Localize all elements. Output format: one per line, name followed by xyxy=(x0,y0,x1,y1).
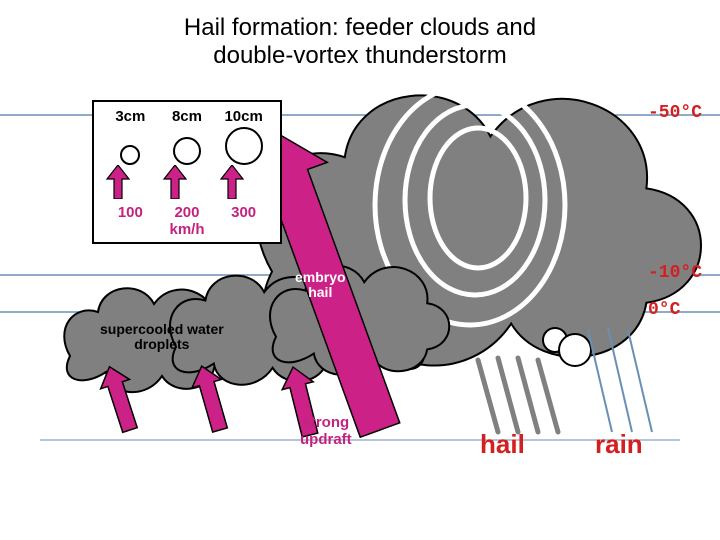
hail-streak xyxy=(538,360,558,432)
label-strong-updraft: strong updraft xyxy=(300,415,352,448)
legend-speed: 300 xyxy=(217,204,271,221)
legend-hail-icon xyxy=(225,127,263,165)
legend-speed: 100 xyxy=(103,204,157,221)
legend-speed: 200 xyxy=(160,204,214,221)
hail-size-legend: 3cm8cm10cm 100200300km/h xyxy=(92,100,282,244)
legend-hail-icon xyxy=(173,137,201,165)
diagram-stage: Hail formation: feeder clouds and double… xyxy=(0,0,720,540)
legend-size-label: 3cm xyxy=(103,108,157,125)
label-hail: hail xyxy=(480,430,525,459)
hail-streak xyxy=(478,360,498,432)
label-rain: rain xyxy=(595,430,643,459)
legend-arrow-icon xyxy=(160,165,190,199)
rain-streak xyxy=(628,330,652,432)
legend-unit: km/h xyxy=(102,221,272,238)
temp-label: -10°C xyxy=(648,263,702,283)
scene-svg xyxy=(0,0,720,540)
label-embryo-hail: embryo hail xyxy=(295,270,346,301)
hailstone-icon xyxy=(559,334,591,366)
legend-arrow-icon xyxy=(103,165,133,199)
legend-arrow-icon xyxy=(217,165,247,199)
legend-size-label: 10cm xyxy=(217,108,271,125)
hail-streak xyxy=(498,358,518,432)
temp-label: -50°C xyxy=(648,103,702,123)
legend-size-label: 8cm xyxy=(160,108,214,125)
hail-streak xyxy=(518,358,538,432)
label-supercooled: supercooled water droplets xyxy=(100,322,224,353)
temp-label: 0°C xyxy=(648,300,680,320)
legend-hail-icon xyxy=(120,145,140,165)
